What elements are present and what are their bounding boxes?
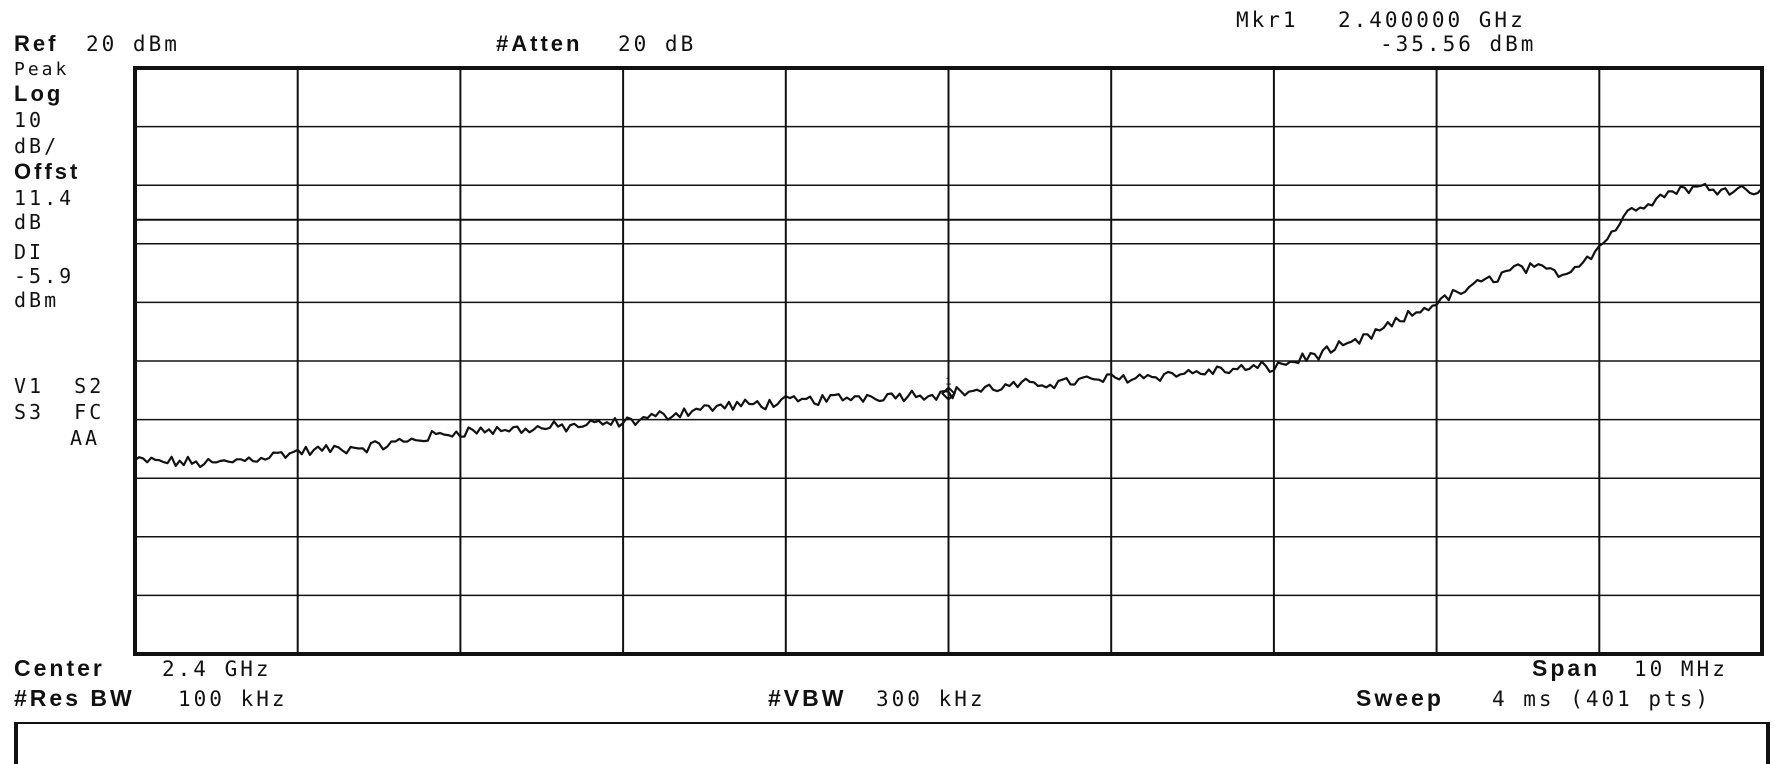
sweep-label: Sweep bbox=[1356, 685, 1444, 711]
flags-row-2: S3 FC bbox=[14, 400, 105, 424]
marker-frequency: 2.400000 GHz bbox=[1338, 8, 1526, 32]
flags-row-1: V1 S2 bbox=[14, 374, 105, 398]
plot-frame bbox=[133, 66, 1764, 656]
grid bbox=[135, 68, 1762, 654]
offset-unit: dB bbox=[14, 210, 45, 234]
scale-type: Log bbox=[14, 81, 64, 106]
scale-value: 10 bbox=[14, 108, 45, 132]
sweep-value: 4 ms (401 pts) bbox=[1492, 687, 1712, 711]
center-value: 2.4 GHz bbox=[162, 657, 272, 681]
display-line-label: DI bbox=[14, 240, 45, 264]
display-line-unit: dBm bbox=[14, 288, 60, 312]
atten-value: 20 dB bbox=[618, 32, 697, 56]
rbw-label: #Res BW bbox=[14, 685, 135, 711]
display-line-value: -5.9 bbox=[14, 264, 75, 288]
marker-number: 1 bbox=[946, 376, 952, 388]
detector-mode: Peak bbox=[14, 59, 70, 80]
flags-row-3: AA bbox=[70, 426, 101, 450]
atten-label: #Atten bbox=[496, 31, 583, 56]
vbw-label: #VBW bbox=[768, 685, 847, 711]
marker-1: 1 bbox=[941, 376, 956, 401]
offset-label: Offst bbox=[14, 159, 81, 184]
scale-unit: dB/ bbox=[14, 134, 60, 158]
span-value: 10 MHz bbox=[1634, 657, 1728, 681]
trace-line bbox=[134, 182, 1763, 469]
message-bar bbox=[14, 722, 1770, 764]
marker-label: Mkr1 bbox=[1236, 8, 1299, 32]
span-label: Span bbox=[1532, 655, 1601, 681]
marker-level: -35.56 dBm bbox=[1380, 32, 1537, 56]
marker-diamond-icon bbox=[941, 386, 956, 401]
vbw-value: 300 kHz bbox=[876, 687, 986, 711]
rbw-value: 100 kHz bbox=[178, 687, 288, 711]
ref-value: 20 dBm bbox=[86, 32, 180, 56]
center-label: Center bbox=[14, 655, 105, 681]
offset-value: 11.4 bbox=[14, 186, 75, 210]
ref-label: Ref bbox=[14, 31, 59, 56]
